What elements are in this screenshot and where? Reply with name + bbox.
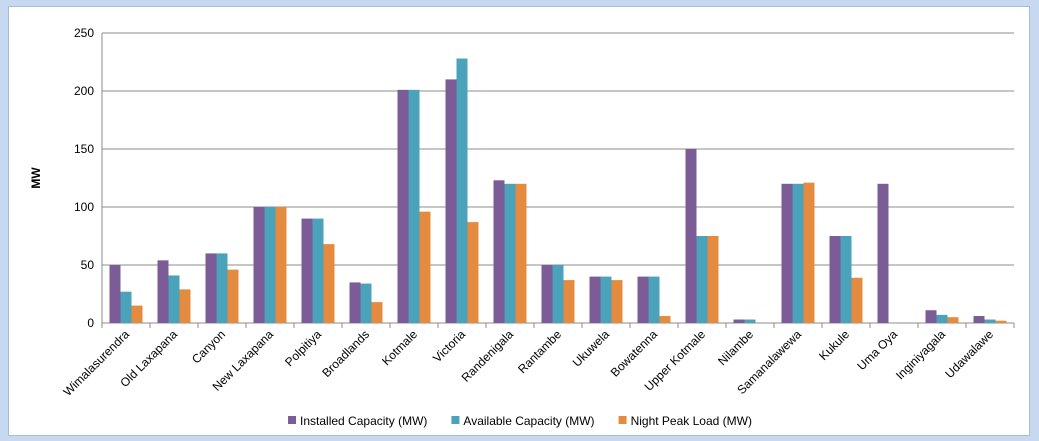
bar [733, 319, 745, 323]
bar [408, 89, 420, 323]
bar [611, 280, 623, 323]
bar [637, 276, 649, 323]
bar [515, 183, 527, 323]
bar [696, 236, 708, 323]
legend: Installed Capacity (MW) Available Capacit… [288, 414, 752, 428]
legend-swatch [288, 416, 297, 424]
legend-swatch [618, 416, 627, 424]
bar [179, 289, 191, 323]
bar [877, 183, 889, 323]
legend-label: Night Peak Load (MW) [631, 414, 752, 428]
x-tick-label: Polpitiya [282, 327, 324, 369]
bar [419, 211, 431, 323]
bar [744, 319, 756, 323]
bar [445, 79, 457, 324]
bar [349, 282, 361, 323]
bar [685, 149, 697, 323]
bar [397, 89, 409, 323]
y-tick-label: 250 [74, 26, 94, 40]
bar [493, 180, 505, 323]
bar [563, 280, 575, 323]
bar [467, 222, 479, 323]
x-tick-label: Uma Oya [854, 327, 900, 373]
bar [109, 265, 121, 323]
bar [541, 265, 553, 323]
bar [168, 275, 180, 323]
bars [109, 58, 1007, 324]
bar [205, 253, 217, 323]
y-tick-label: 50 [81, 258, 95, 272]
bar [216, 253, 228, 323]
y-tick-labels: 0 50 100 150 200 250 [74, 26, 94, 330]
bar [829, 236, 841, 323]
bar [253, 207, 265, 323]
bar [323, 244, 335, 323]
legend-swatch [451, 416, 460, 424]
x-tick-label: Kotmale [379, 327, 420, 368]
bar [600, 276, 612, 323]
x-tick-label: Victoria [430, 327, 468, 365]
bar [781, 183, 793, 323]
x-tick-label: Broadlands [319, 327, 372, 380]
bar [456, 58, 468, 324]
y-tick-label: 0 [87, 316, 94, 330]
bar [792, 183, 804, 323]
bar [301, 218, 313, 323]
x-tick-label: Wimalasurendra [60, 327, 132, 399]
y-tick-label: 150 [74, 142, 94, 156]
bar [131, 305, 143, 323]
x-tick-label: Kukule [816, 327, 852, 363]
bar [936, 314, 948, 323]
bar [371, 302, 383, 323]
bar [275, 207, 287, 323]
bar [973, 316, 985, 323]
bar [984, 319, 996, 323]
x-tick-label: Canyon [189, 327, 228, 366]
y-tick-label: 200 [74, 84, 94, 98]
y-axis-label: MW [29, 167, 43, 189]
y-tick-label: 100 [74, 200, 94, 214]
bar [120, 291, 132, 323]
x-tick-label: Udawalawe [942, 327, 996, 381]
bar [648, 276, 660, 323]
x-tick-label: Ukuwela [570, 327, 613, 370]
bar [157, 260, 169, 323]
bar [227, 269, 239, 323]
bar [504, 183, 516, 323]
bar [851, 277, 863, 323]
bar [840, 236, 852, 323]
x-tick-label: Randenigala [459, 327, 517, 385]
bar [552, 265, 564, 323]
chart-frame: 0 50 100 150 200 250 Wimalasurendra Old Laxapa… [8, 6, 1030, 436]
bar [312, 218, 324, 323]
bar [264, 207, 276, 323]
bar [659, 316, 671, 323]
bar [360, 283, 372, 323]
bar [947, 317, 959, 323]
legend-label: Available Capacity (MW) [463, 414, 594, 428]
bar [803, 182, 815, 323]
bar [707, 236, 719, 323]
x-tick-label: Inginiyagala [893, 327, 948, 382]
bar [995, 320, 1007, 323]
x-tick-label: Rantambe [515, 327, 564, 376]
axes [101, 33, 1015, 328]
bar [925, 310, 937, 323]
x-tick-label: Nilambe [715, 327, 756, 368]
legend-label: Installed Capacity (MW) [300, 414, 427, 428]
bar [589, 276, 601, 323]
